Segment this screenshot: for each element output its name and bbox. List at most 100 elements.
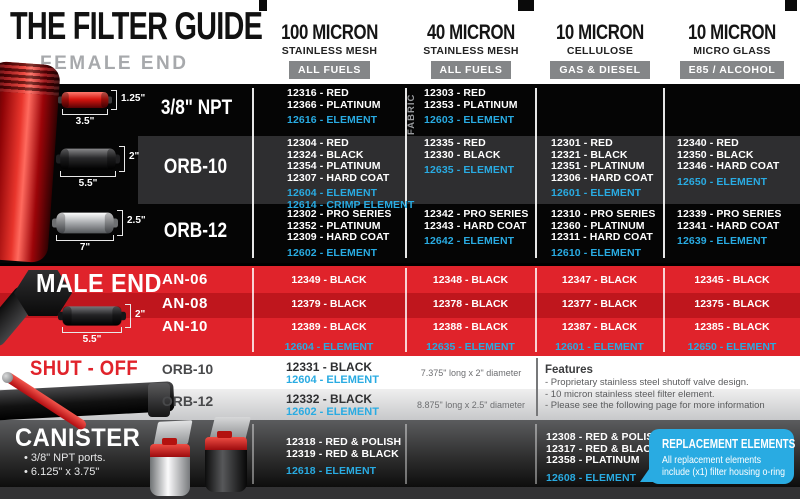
part-number: 12339 - PRO SERIES [677,208,782,220]
element-number: 12635 - ELEMENT [424,164,515,177]
part-number: 12306 - HARD COAT [551,171,654,184]
column-divider [663,88,665,258]
part-number: 12340 - RED [677,137,739,149]
element-number: 12616 - ELEMENT [287,114,378,127]
length-dim-label: 3.5" [75,116,95,127]
row-label-an10: AN-10 [162,318,208,335]
part-number: 12342 - PRO SERIES [424,208,529,220]
column-header-10-micron-cellulose: 10 MICRON CELLULOSE GAS & DIESEL [536,22,664,79]
cell-an10-cellulose: 12387 - BLACK [561,321,638,333]
length-dim-line [62,327,122,333]
feature-item: - Please see the following page for more… [545,400,765,411]
column-divider [405,424,407,484]
cell-an08-100micron: 12379 - BLACK [291,298,367,310]
part-number: 12308 - RED & POLISH [546,431,662,443]
cell-an06-40micron: 12348 - BLACK [432,274,509,286]
cell-orb10-100micron: 12304 - RED 12324 - BLACK 12354 - PLATINUM… [287,137,415,212]
height-dim-line [117,210,123,236]
element-number: 12604 - ELEMENT [287,187,378,200]
part-number: 12304 - RED [287,137,349,149]
element-number: 12608 - ELEMENT [546,471,637,484]
part-number: 12343 - HARD COAT [424,219,527,232]
element-number: 12602 - ELEMENT [286,406,379,418]
column-divider [252,268,254,352]
crop-mark [785,0,797,11]
page-title: THE FILTER GUIDE [10,5,263,48]
shutoff-title: SHUT - OFF [30,357,139,380]
filter-media: STAINLESS MESH [281,45,378,57]
part-number: 12318 - RED & POLISH [286,436,402,448]
column-divider [535,88,537,258]
replacement-title: REPLACEMENT ELEMENTS [662,437,796,451]
crop-mark [259,0,267,11]
height-dim-line [125,304,131,328]
element-number: 12618 - ELEMENT [286,465,377,478]
row-label-an08: AN-08 [162,295,208,312]
canister-knob [162,438,177,445]
part-number: 12335 - RED [424,137,486,149]
male-end-title: MALE END [36,268,162,298]
length-dim-line [62,109,108,115]
part-number: 12307 - HARD COAT [287,171,390,184]
filter-media: CELLULOSE [566,45,634,57]
cell-an10-40micron: 12388 - BLACK [432,321,509,333]
column-divider [405,88,407,258]
filter-media: STAINLESS MESH [423,45,519,57]
part-number: 12303 - RED [424,87,486,99]
npt-filter-thumbnail [58,92,112,108]
column-divider [536,358,538,416]
cell-orb10-cellulose: 12301 - RED 12321 - BLACK 12351 - PLATINUM… [551,137,654,200]
column-divider [663,268,665,352]
canister-bullet: • 3/8" NPT ports. [24,452,106,464]
cell-an08-microglass: 12375 - BLACK [694,298,770,310]
row-label-an06: AN-06 [162,271,208,288]
cell-an10-100micron: 12389 - BLACK [291,321,367,333]
element-number: 12603 - ELEMENT [424,114,515,127]
length-dim-label: 5.5" [78,178,98,189]
row-label-shutoff-orb12: ORB-12 [161,393,214,409]
height-dim-label: 1.25" [121,93,146,104]
length-dim-label: 7" [79,242,91,253]
cell-an06-cellulose: 12347 - BLACK [561,274,638,286]
cell-an10-microglass: 12385 - BLACK [694,321,770,333]
shutoff-valve-ring [148,383,170,417]
column-header-100-micron: 100 MICRON STAINLESS MESH ALL FUELS [253,22,406,79]
part-number: 12301 - RED [551,137,613,149]
part-number: 12360 - PLATINUM [551,219,645,232]
part-number: 12353 - PLATINUM [424,98,518,111]
element-number: 12604 - ELEMENT [286,374,379,386]
male-element-100micron: 12604 - ELEMENT [284,341,374,353]
element-number: 12639 - ELEMENT [677,235,768,248]
replacement-elements-box: REPLACEMENT ELEMENTS All replacement ele… [649,429,796,484]
part-number: 12317 - RED & BLACK [546,442,659,455]
column-divider [405,268,407,352]
row-label-orb10: ORB-10 [164,155,228,178]
fuel-badge: ALL FUELS [430,61,512,79]
canister-title: CANISTER [15,424,141,452]
cell-an08-cellulose: 12377 - BLACK [561,298,638,310]
micron-rating: 40 MICRON [427,21,515,44]
crop-mark [518,0,534,11]
part-number: 12309 - HARD COAT [287,231,390,244]
canister-knob [217,431,232,438]
orb10-filter-thumbnail [56,148,120,170]
height-dim-label: 2.5" [127,215,146,226]
element-number: 12610 - ELEMENT [551,246,642,259]
row-label-orb12: ORB-12 [164,219,228,242]
part-number: 12310 - PRO SERIES [551,208,656,220]
part-number: 12324 - BLACK [287,148,364,161]
column-divider [252,88,254,258]
cell-orb10-40micron: 12335 - RED 12330 - BLACK 12635 - ELEMENT [424,137,515,177]
element-number: 12614 - CRIMP ELEMENT [287,198,415,211]
canister-cap [150,438,190,457]
element-number: 12650 - ELEMENT [677,175,768,188]
part-number: 12321 - BLACK [551,148,628,161]
part-number: 12351 - PLATINUM [551,160,645,173]
bottom-bar [0,487,800,499]
cell-canister-100micron: 12318 - RED & POLISH 12319 - RED & BLACK … [286,436,402,478]
part-number: 12341 - HARD COAT [677,219,780,232]
female-row2-bg [138,136,800,204]
part-number: 12352 - PLATINUM [287,219,381,232]
shutoff-orb12-size: 8.875" long x 2.5" diameter [417,400,525,410]
cell-orb12-40micron: 12342 - PRO SERIES 12343 - HARD COAT 1264… [424,208,529,248]
